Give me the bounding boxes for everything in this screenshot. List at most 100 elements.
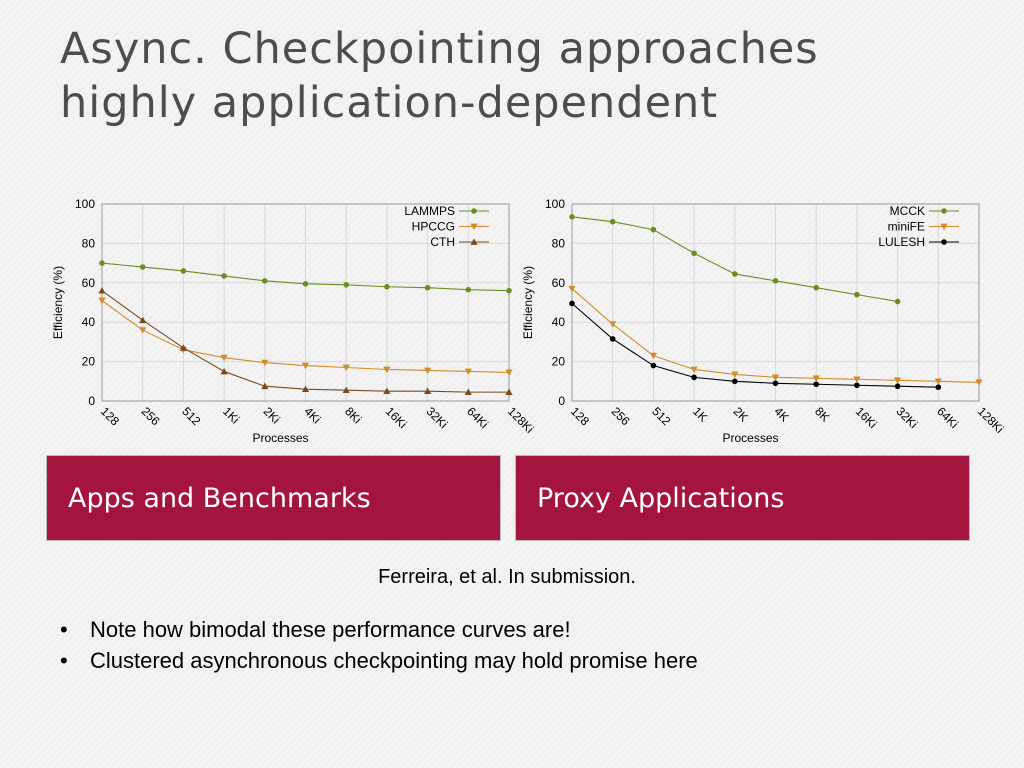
x-tick-label: 1K	[690, 404, 710, 424]
data-point	[772, 278, 779, 284]
data-point	[771, 374, 780, 381]
data-point	[221, 273, 227, 279]
data-point	[935, 384, 942, 391]
series-lammps	[99, 260, 512, 294]
bullet-item: • Clustered asynchronous checkpointing ma…	[60, 645, 698, 676]
series-line	[571, 303, 939, 388]
data-point	[99, 260, 105, 266]
data-point	[812, 375, 820, 382]
data-point	[302, 280, 309, 287]
data-point	[649, 352, 657, 360]
data-point	[691, 250, 697, 257]
data-point	[343, 281, 350, 288]
title-line-2: highly application-dependent	[60, 78, 719, 128]
y-tick-label: 80	[82, 236, 96, 250]
y-tick-label: 100	[545, 197, 565, 211]
y-tick-label: 20	[552, 355, 566, 369]
x-tick-label: 32Ki	[893, 404, 920, 431]
data-point	[894, 377, 902, 384]
data-point	[342, 386, 350, 394]
data-point	[609, 336, 616, 342]
data-point	[179, 344, 187, 351]
data-point	[691, 374, 697, 381]
banner-label: Apps and Benchmarks	[68, 482, 371, 514]
data-point	[975, 379, 983, 386]
y-tick-label: 20	[82, 355, 96, 369]
x-axis-title: Processes	[252, 431, 308, 445]
data-point	[732, 378, 738, 385]
x-tick-label: 4Ki	[301, 404, 323, 426]
legend-marker	[941, 208, 947, 214]
legend-label: CTH	[430, 235, 455, 249]
data-point	[261, 359, 269, 367]
legend-label: MCCK	[890, 204, 925, 218]
bullet-text: Note how bimodal these performance curve…	[90, 617, 571, 642]
data-point	[505, 369, 513, 377]
data-point	[854, 382, 860, 389]
data-point	[853, 376, 861, 383]
data-point	[569, 300, 575, 307]
x-tick-label: 2Ki	[261, 404, 283, 426]
data-point	[424, 387, 432, 395]
series-mcck	[569, 214, 901, 305]
legend-marker	[940, 223, 948, 231]
data-point	[383, 387, 391, 395]
data-point	[813, 381, 819, 388]
citation: Ferreira, et al. In submission.	[378, 566, 636, 588]
data-point	[731, 371, 739, 379]
bullet-item: • Note how bimodal these performance curv…	[60, 614, 698, 645]
y-tick-label: 40	[82, 315, 96, 329]
data-point	[813, 284, 819, 291]
y-tick-label: 60	[552, 276, 566, 290]
slide-title: Async. Checkpointing approaches highly a…	[60, 22, 819, 130]
y-tick-label: 80	[552, 236, 566, 250]
data-point	[465, 286, 472, 293]
data-point	[424, 284, 431, 291]
legend-label: HPCCG	[412, 220, 455, 234]
x-tick-label: 8Ki	[342, 404, 364, 426]
data-point	[220, 367, 228, 375]
bullet-icon: •	[60, 648, 68, 673]
data-point	[261, 382, 269, 390]
y-axis-title: Efficiency (%)	[51, 266, 65, 339]
x-tick-label: 32Ki	[423, 404, 450, 431]
data-point	[139, 316, 147, 324]
data-point	[98, 287, 106, 294]
y-tick-label: 60	[82, 276, 96, 290]
data-point	[609, 321, 617, 328]
data-point	[139, 264, 146, 270]
title-line-1: Async. Checkpointing approaches	[60, 24, 819, 74]
series-cth	[98, 287, 513, 396]
data-point	[424, 367, 432, 375]
data-point	[220, 354, 228, 362]
data-point	[98, 297, 106, 305]
series-minife	[568, 285, 983, 386]
data-point	[894, 383, 901, 390]
legend-marker	[470, 238, 478, 245]
x-tick-label: 128	[568, 404, 592, 428]
x-tick-label: 64Ki	[464, 404, 491, 431]
x-tick-label: 512	[649, 404, 673, 428]
x-tick-label: 512	[179, 404, 203, 428]
apps-benchmarks-banner: Apps and Benchmarks	[46, 455, 501, 541]
x-tick-label: 2K	[731, 404, 751, 424]
x-tick-label: 16Ki	[383, 404, 410, 431]
data-point	[690, 366, 698, 374]
y-tick-label: 0	[558, 394, 565, 408]
legend-label: miniFE	[888, 220, 925, 234]
data-point	[262, 278, 268, 284]
banner-label: Proxy Applications	[537, 482, 785, 514]
data-point	[301, 362, 310, 370]
series-hpccg	[98, 297, 513, 377]
proxy-applications-banner: Proxy Applications	[515, 455, 970, 541]
x-tick-label: 64Ki	[934, 404, 961, 431]
bullet-list: • Note how bimodal these performance curv…	[60, 614, 698, 676]
x-tick-label: 128Ki	[975, 404, 1007, 436]
data-point	[342, 364, 350, 372]
legend-marker	[470, 223, 478, 231]
x-tick-label: 8K	[812, 404, 832, 424]
series-lulesh	[569, 300, 942, 391]
data-point	[650, 226, 657, 233]
x-tick-label: 16Ki	[853, 404, 880, 431]
